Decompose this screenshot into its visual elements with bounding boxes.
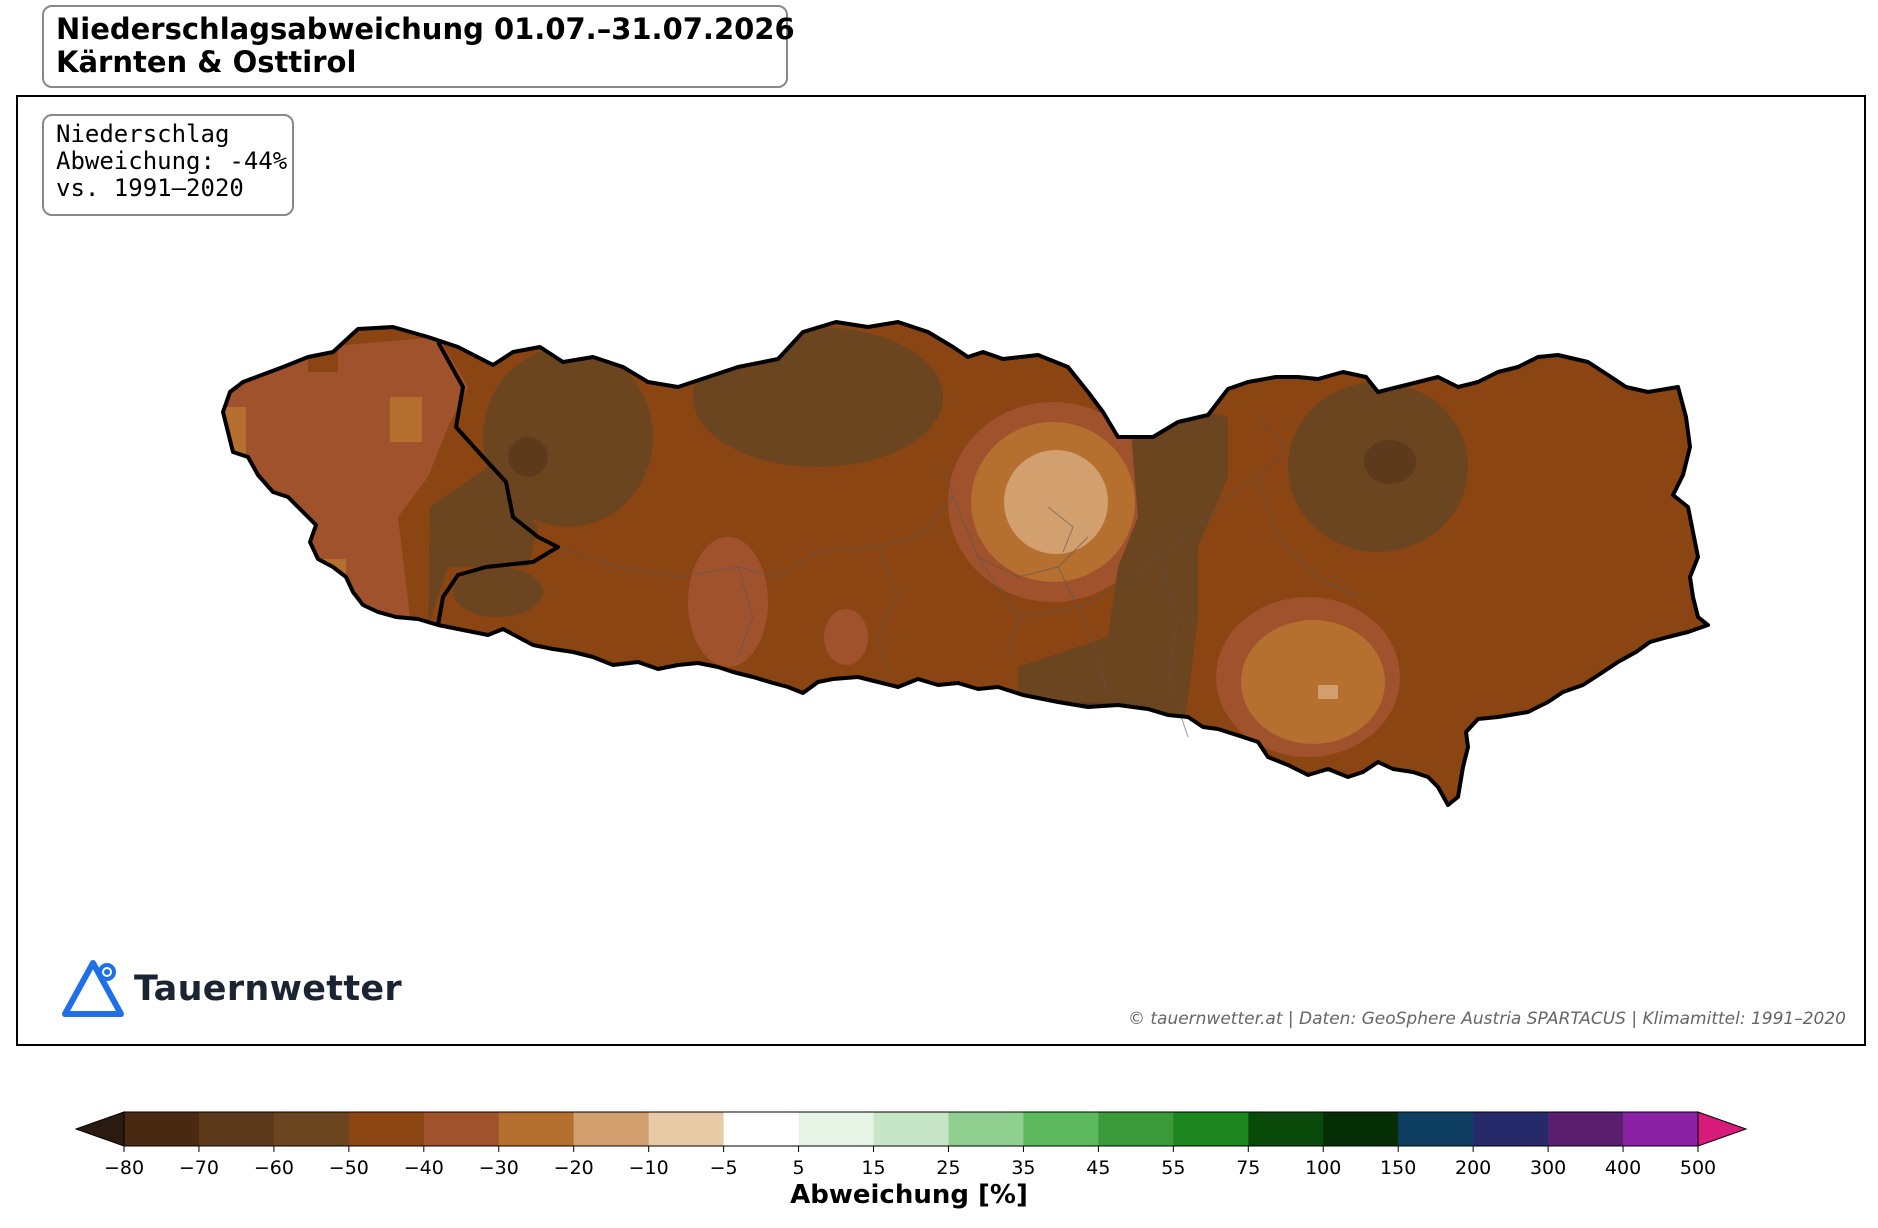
colorbar-segment [1398, 1112, 1474, 1146]
info-line-3: vs. 1991–2020 [56, 174, 244, 202]
colorbar-segment [423, 1112, 500, 1146]
raster-nw-dark [483, 347, 653, 527]
colorbar-segment [198, 1112, 275, 1146]
colorbar-tick-label: 300 [1530, 1157, 1566, 1179]
raster-ne-darker [1364, 440, 1416, 484]
colorbar-tick-label: −20 [554, 1157, 594, 1179]
precip-anomaly-raster [223, 322, 1708, 805]
colorbar-tick-label: −30 [479, 1157, 519, 1179]
colorbar-over-arrow [1697, 1111, 1748, 1147]
raster-ring-lighter [1004, 450, 1108, 554]
info-line-1: Niederschlag [56, 120, 230, 148]
raster-nw-darker [508, 437, 548, 477]
raster-w-dark [453, 567, 543, 617]
colorbar-segment [1023, 1112, 1099, 1146]
raster-se-lighter [1318, 685, 1338, 699]
colorbar-under-arrow [74, 1111, 125, 1147]
colorbar-segment [573, 1112, 650, 1146]
colorbar-segment [1623, 1112, 1699, 1146]
colorbar-tick-label: 35 [1011, 1157, 1035, 1179]
colorbar-tick-label: 15 [861, 1157, 885, 1179]
colorbar-frame [123, 1111, 1699, 1147]
colorbar-tick-label: −70 [179, 1157, 219, 1179]
colorbar-segment [124, 1112, 200, 1146]
colorbar-label: Abweichung [%] [790, 1180, 1028, 1210]
colorbar-tick-label: 5 [793, 1157, 805, 1179]
raster-central-mid-2 [824, 609, 868, 665]
raster-se-light [1241, 620, 1385, 744]
raster-central-mid-1 [688, 537, 768, 667]
colorbar-tick-label: −50 [329, 1157, 369, 1179]
map-frame: Niederschlag Abweichung: -44% vs. 1991–2… [16, 95, 1866, 1046]
colorbar-segment [1323, 1112, 1399, 1146]
credit-text: © tauernwetter.at | Daten: GeoSphere Aus… [1127, 1009, 1846, 1029]
colorbar-tick-label: 400 [1605, 1157, 1641, 1179]
title-line-2: Kärnten & Osttirol [56, 45, 357, 79]
district-boundaries [557, 416, 1359, 738]
info-box: Niederschlag Abweichung: -44% vs. 1991–2… [42, 114, 294, 216]
logo-text: Tauernwetter [134, 969, 402, 1009]
colorbar-segment [948, 1112, 1024, 1146]
raster-south-darker [1018, 702, 1158, 782]
info-line-2: Abweichung: -44% [56, 147, 288, 175]
colorbar-tick-label: 150 [1380, 1157, 1416, 1179]
colorbar-tick-label: −5 [710, 1157, 738, 1179]
colorbar-segment [1173, 1112, 1249, 1146]
osttirol-border [436, 341, 560, 626]
raster-south-darkest [1036, 733, 1120, 781]
colorbar-segment [498, 1112, 575, 1146]
colorbar-segment [1548, 1112, 1624, 1146]
raster-nc-dark [693, 327, 943, 467]
colorbar-tick-label: −60 [254, 1157, 294, 1179]
colorbar-segment [1098, 1112, 1174, 1146]
title-box: Niederschlagsabweichung 01.07.–31.07.202… [42, 5, 795, 88]
colorbar-segment [273, 1112, 350, 1146]
colorbar-segment [348, 1112, 425, 1146]
colorbar: −80 −70 −60 −50 −40 −30 −20 −10 −5 5 15 25 35 45 55 75 1… [74, 1111, 1748, 1179]
logo: Tauernwetter [60, 957, 402, 1021]
colorbar-segment [798, 1112, 875, 1146]
colorbar-tick-label: 500 [1680, 1157, 1716, 1179]
title-line-1: Niederschlagsabweichung 01.07.–31.07.202… [56, 12, 795, 46]
colorbar-tick-label: −10 [629, 1157, 669, 1179]
colorbar-segment [1248, 1112, 1324, 1146]
colorbar-segment [648, 1112, 725, 1146]
colorbar-tick-label: 45 [1086, 1157, 1110, 1179]
colorbar-tick-label: 25 [936, 1157, 960, 1179]
colorbar-tick-label: 200 [1455, 1157, 1491, 1179]
colorbar-tick-label: 75 [1236, 1157, 1260, 1179]
colorbar-segment [873, 1112, 949, 1146]
map-canvas [221, 320, 1710, 807]
raster-east-dark-band [1018, 397, 1228, 777]
colorbar-tick-label: 55 [1161, 1157, 1185, 1179]
colorbar-tick-label: −40 [404, 1157, 444, 1179]
colorbar-segment [1473, 1112, 1549, 1146]
colorbar-segment [723, 1112, 800, 1146]
mountain-triangle-icon [62, 960, 124, 1017]
colorbar-tick-label: −80 [104, 1157, 144, 1179]
raster-osttirol-spot-light [390, 397, 422, 442]
colorbar-tick-label: 100 [1305, 1157, 1341, 1179]
